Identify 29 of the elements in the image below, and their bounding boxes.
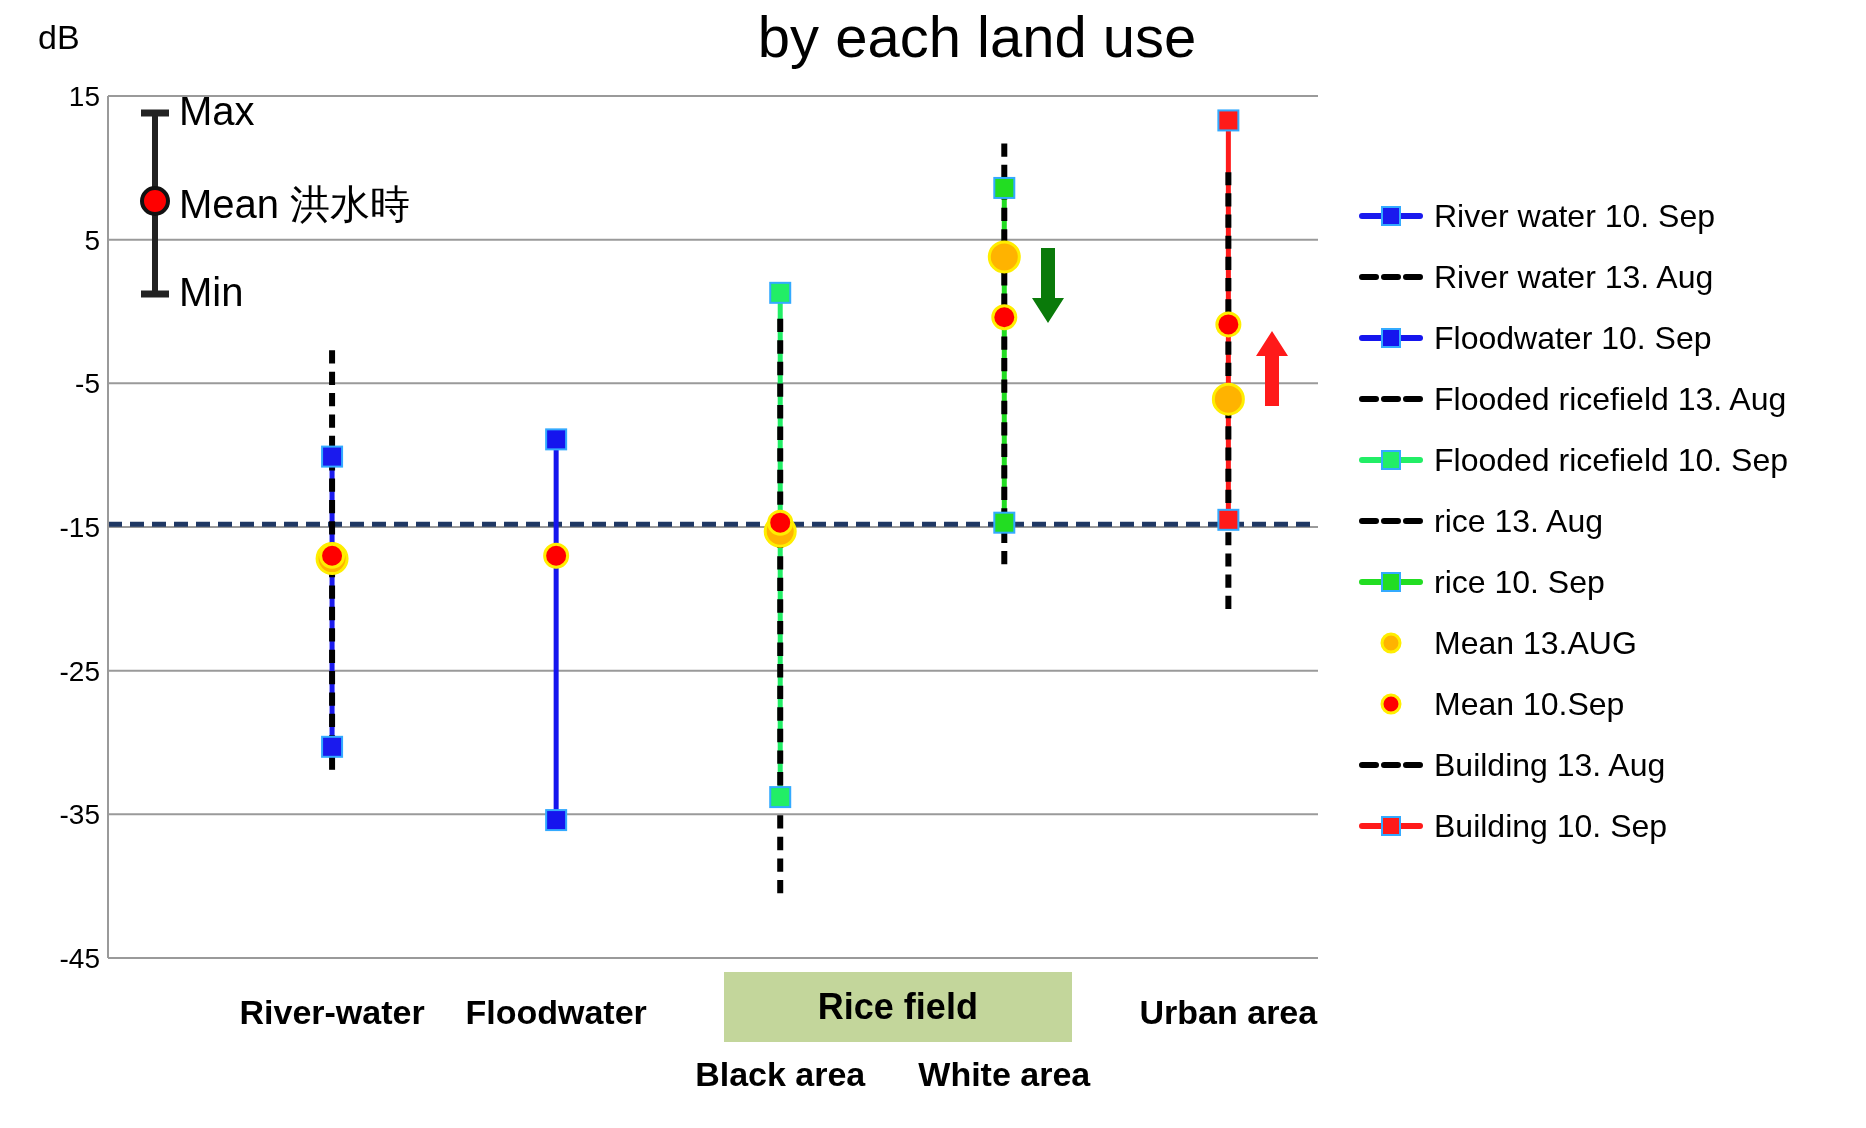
legend-label: Mean 10.Sep bbox=[1434, 685, 1625, 723]
y-tick-label: -5 bbox=[75, 368, 100, 400]
annotation: Mean 洪水時 bbox=[179, 181, 411, 228]
x-tick-label: White area bbox=[918, 1055, 1092, 1093]
x-tick-label: Black area bbox=[695, 1055, 867, 1093]
legend-label: River water 10. Sep bbox=[1434, 197, 1716, 235]
y-tick-label: 15 bbox=[68, 80, 100, 112]
y-tick-label: -45 bbox=[59, 942, 100, 974]
annotation: Min bbox=[179, 270, 244, 315]
x-tick-label: Urban area bbox=[1139, 993, 1319, 1031]
legend-label: Flooded ricefield 13. Aug bbox=[1434, 380, 1787, 418]
legend-label: Mean 13.AUG bbox=[1434, 624, 1637, 662]
legend-label: rice 10. Sep bbox=[1434, 563, 1605, 601]
x-tick-label: River-water bbox=[239, 993, 425, 1031]
y-axis-title: dB bbox=[38, 18, 80, 57]
legend-label: River water 13. Aug bbox=[1434, 258, 1714, 296]
y-tick-label: -25 bbox=[59, 655, 100, 687]
y-tick-label: -15 bbox=[59, 511, 100, 543]
legend-label: Flooded ricefield 10. Sep bbox=[1434, 441, 1788, 479]
legend-label: Building 13. Aug bbox=[1434, 746, 1666, 784]
x-tick-label: Floodwater bbox=[465, 993, 647, 1031]
annotation: Max bbox=[179, 89, 255, 134]
legend-label: Floodwater 10. Sep bbox=[1434, 319, 1712, 357]
y-tick-label: 5 bbox=[84, 224, 100, 256]
y-tick-label: -35 bbox=[59, 799, 100, 831]
text: Rice field bbox=[724, 972, 1072, 1042]
chart-title: by each land use bbox=[757, 3, 1197, 71]
legend-label: Building 10. Sep bbox=[1434, 807, 1668, 845]
legend-label: rice 13. Aug bbox=[1434, 502, 1603, 540]
